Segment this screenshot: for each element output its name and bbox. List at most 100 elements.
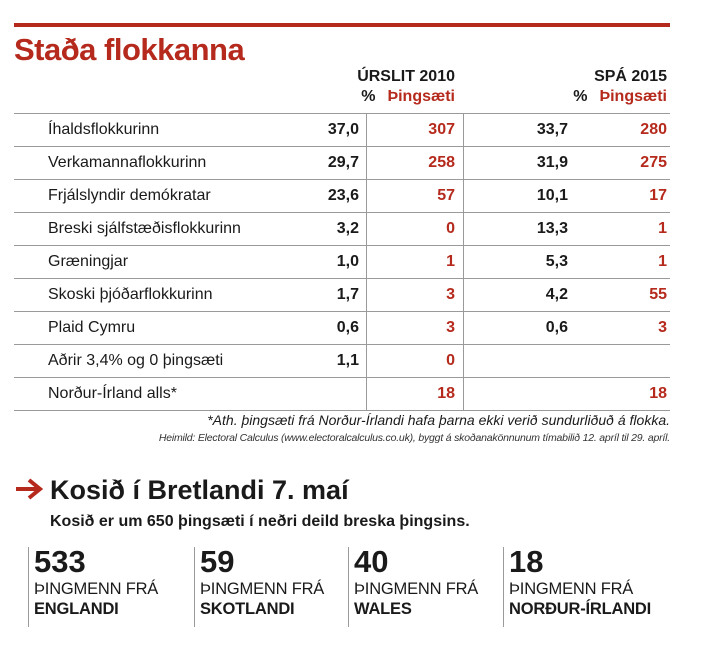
- results-2010-heading: ÚRSLIT 2010: [357, 68, 455, 85]
- stat-number: 533: [34, 544, 86, 579]
- stat-label: ÞINGMENN FRÁ: [34, 580, 159, 598]
- stat-place: WALES: [354, 600, 412, 618]
- column-divider: [366, 378, 367, 410]
- seat-distribution: 533 ÞINGMENN FRÁ ENGLANDI 59 ÞINGMENN FR…: [14, 545, 674, 635]
- seats-2015: 18: [649, 385, 667, 402]
- column-divider: [463, 147, 464, 179]
- results-2010-subheader: % Þingsæti: [260, 87, 455, 107]
- seats-2015: 55: [649, 286, 667, 303]
- column-divider: [463, 180, 464, 212]
- party-name: Verkamannaflokkurinn: [48, 154, 207, 171]
- seats-2010: 18: [437, 385, 455, 402]
- column-divider: [366, 279, 367, 311]
- column-divider: [366, 246, 367, 278]
- seats-2010: 1: [446, 253, 455, 270]
- pct-2010: 23,6: [327, 187, 359, 204]
- column-divider: [463, 114, 464, 146]
- stat-place: ENGLANDI: [34, 600, 119, 618]
- party-name: Aðrir 3,4% og 0 þingsæti: [48, 352, 224, 369]
- pct-2015: 0,6: [545, 319, 568, 336]
- stat-label: ÞINGMENN FRÁ: [200, 580, 325, 598]
- table-row: Verkamannaflokkurinn 29,7 258 31,9 275: [14, 146, 670, 179]
- section-title: Kosið í Bretlandi 7. maí: [50, 475, 349, 505]
- column-divider: [463, 213, 464, 245]
- column-header-forecast-2015: SPÁ 2015 % Þingsæti: [470, 67, 667, 107]
- results-2010-pct-label: %: [361, 88, 376, 105]
- pct-2015: 33,7: [536, 121, 568, 138]
- forecast-2015-pct-label: %: [573, 88, 588, 105]
- column-divider: [463, 345, 464, 377]
- pct-2010: 29,7: [327, 154, 359, 171]
- stat-block: 533 ÞINGMENN FRÁ ENGLANDI: [28, 544, 159, 635]
- pct-2015: 31,9: [536, 154, 568, 171]
- results-2010-seats-label: Þingsæti: [387, 88, 455, 105]
- column-divider: [463, 246, 464, 278]
- seats-2010: 0: [446, 352, 455, 369]
- table-row: Íhaldsflokkurinn 37,0 307 33,7 280: [14, 113, 670, 146]
- table-row: Aðrir 3,4% og 0 þingsæti 1,1 0: [14, 344, 670, 377]
- seats-2015: 280: [640, 121, 667, 138]
- column-divider: [366, 147, 367, 179]
- seats-2010: 0: [446, 220, 455, 237]
- table-title: Staða flokkanna: [14, 32, 245, 67]
- forecast-2015-seats-label: Þingsæti: [599, 88, 667, 105]
- column-divider: [366, 345, 367, 377]
- pct-2015: 4,2: [545, 286, 568, 303]
- pct-2015: 13,3: [536, 220, 568, 237]
- table-row: Plaid Cymru 0,6 3 0,6 3: [14, 311, 670, 344]
- section-subtitle: Kosið er um 650 þingsæti í neðri deild b…: [50, 513, 470, 530]
- table-row: Skoski þjóðarflokkurinn 1,7 3 4,2 55: [14, 278, 670, 311]
- stat-block: 40 ÞINGMENN FRÁ WALES: [348, 544, 479, 635]
- table-row: Frjálslyndir demókratar 23,6 57 10,1 17: [14, 179, 670, 212]
- forecast-2015-subheader: % Þingsæti: [470, 87, 667, 107]
- stat-label: ÞINGMENN FRÁ: [354, 580, 479, 598]
- party-results-table: Íhaldsflokkurinn 37,0 307 33,7 280 Verka…: [14, 113, 670, 411]
- pct-2010: 37,0: [327, 121, 359, 138]
- party-name: Íhaldsflokkurinn: [48, 121, 160, 138]
- pct-2010: 1,1: [336, 352, 359, 369]
- stat-block: 59 ÞINGMENN FRÁ SKOTLANDI: [194, 544, 325, 635]
- pct-2010: 3,2: [336, 220, 359, 237]
- pct-2015: 5,3: [545, 253, 568, 270]
- stat-label: ÞINGMENN FRÁ: [509, 580, 634, 598]
- top-accent-bar: [14, 23, 670, 27]
- forecast-2015-heading: SPÁ 2015: [594, 68, 667, 85]
- seats-2015: 17: [649, 187, 667, 204]
- stat-divider: [28, 547, 29, 627]
- stat-divider: [348, 547, 349, 627]
- pct-2015: 10,1: [536, 187, 568, 204]
- stat-number: 40: [354, 544, 389, 579]
- seats-2015: 3: [658, 319, 667, 336]
- seats-2010: 307: [428, 121, 455, 138]
- party-name: Skoski þjóðarflokkurinn: [48, 286, 213, 303]
- column-divider: [366, 213, 367, 245]
- seats-2010: 3: [446, 286, 455, 303]
- table-row: Græningjar 1,0 1 5,3 1: [14, 245, 670, 278]
- seats-2015: 1: [658, 220, 667, 237]
- stat-number: 59: [200, 544, 235, 579]
- table-row: Breski sjálfstæðisflokkurinn 3,2 0 13,3 …: [14, 212, 670, 245]
- party-name: Breski sjálfstæðisflokkurinn: [48, 220, 241, 237]
- stat-divider: [503, 547, 504, 627]
- stat-place: NORÐUR-ÍRLANDI: [509, 600, 652, 618]
- party-name: Græningjar: [48, 253, 129, 270]
- pct-2010: 0,6: [336, 319, 359, 336]
- seats-2015: 1: [658, 253, 667, 270]
- column-divider: [366, 180, 367, 212]
- source-note: Heimild: Electoral Calculus (www.elector…: [158, 432, 670, 444]
- stat-block: 18 ÞINGMENN FRÁ NORÐUR-ÍRLANDI: [503, 544, 652, 635]
- table-row: Norður-Írland alls* 18 18: [14, 377, 670, 411]
- column-divider: [463, 378, 464, 410]
- party-name: Plaid Cymru: [48, 319, 136, 336]
- arrow-right-icon: [16, 478, 44, 500]
- column-divider: [366, 312, 367, 344]
- column-divider: [463, 312, 464, 344]
- footnote: *Ath. þingsæti frá Norður-Írlandi hafa þ…: [207, 412, 670, 428]
- seats-2010: 57: [437, 187, 455, 204]
- column-header-results-2010: ÚRSLIT 2010 % Þingsæti: [260, 67, 455, 107]
- seats-2010: 258: [428, 154, 455, 171]
- seats-2010: 3: [446, 319, 455, 336]
- column-divider: [366, 114, 367, 146]
- column-divider: [463, 279, 464, 311]
- stat-number: 18: [509, 544, 544, 579]
